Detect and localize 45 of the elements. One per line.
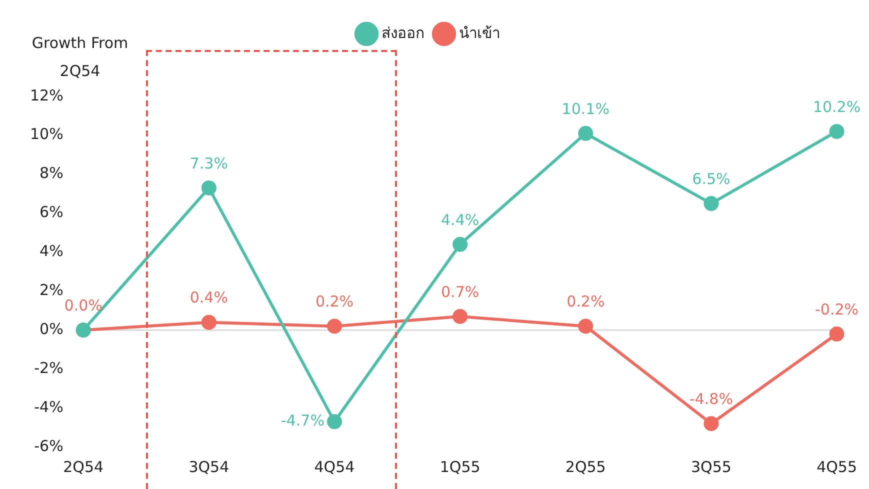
point (829, 124, 844, 139)
x-tick-label: 2Q54 (63, 458, 104, 476)
data-label: 10.1% (562, 100, 610, 118)
x-tick-label: 4Q54 (314, 458, 355, 476)
point (578, 126, 594, 141)
point (704, 416, 719, 432)
legend-label: ส่งออก (382, 24, 424, 42)
x-tick-label: 3Q54 (188, 458, 230, 476)
x-tick-label: 4Q55 (816, 458, 857, 476)
data-label: 0.0% (64, 296, 102, 315)
data-label: 0.2% (566, 292, 605, 311)
y-tick-label: -4% (34, 398, 64, 416)
point (201, 180, 216, 196)
y-tick-label: 12% (30, 86, 64, 104)
point (704, 196, 719, 212)
data-label: 7.3% (190, 154, 228, 172)
legend-label: นำเข้า (459, 24, 500, 42)
data-label: -4.7% (280, 412, 324, 430)
y-tick-label: -6% (34, 436, 64, 455)
data-label: 4.4% (441, 210, 480, 229)
y-tick-label: 6% (40, 203, 64, 222)
y-axis-title: Growth From 2Q54 (32, 34, 128, 80)
x-tick-label: 3Q55 (690, 458, 732, 476)
point (829, 326, 844, 342)
point (578, 318, 594, 334)
y-tick-label: -2% (34, 358, 64, 377)
data-label: 0.7% (441, 282, 480, 301)
point (452, 309, 468, 324)
y-tick-label: 4% (40, 242, 64, 260)
data-label: 0.2% (315, 292, 354, 311)
data-label: -4.8% (689, 390, 733, 408)
y-tick-label: 0% (40, 320, 64, 338)
point (326, 414, 342, 430)
point (326, 318, 342, 334)
x-tick-label: 1Q55 (440, 458, 480, 476)
point (452, 236, 468, 252)
data-label: 6.5% (692, 170, 730, 188)
data-label: 10.2% (812, 98, 861, 116)
x-tick-label: 2Q55 (565, 458, 606, 476)
point (201, 314, 216, 330)
y-tick-label: 8% (40, 164, 64, 182)
y-tick-label: 10% (30, 125, 64, 144)
data-label: 0.4% (190, 288, 228, 307)
data-label: -0.2% (815, 300, 859, 318)
y-tick-label: 2% (40, 281, 64, 300)
